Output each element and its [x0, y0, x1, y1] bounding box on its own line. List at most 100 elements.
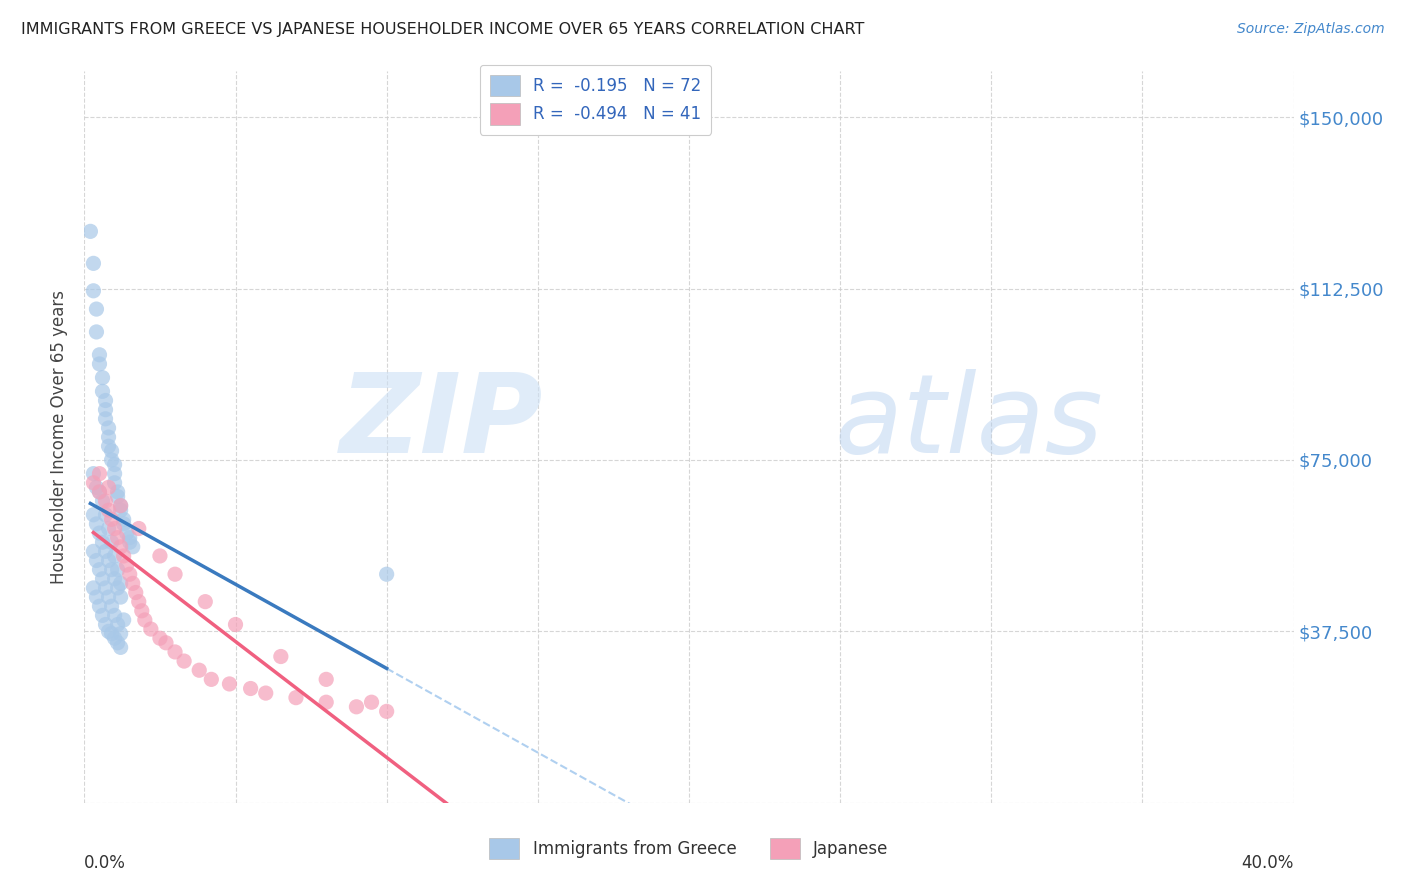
Point — [104, 521, 127, 535]
Point — [94, 508, 117, 522]
Y-axis label: Householder Income Over 65 years: Householder Income Over 65 years — [51, 290, 69, 584]
Point — [94, 617, 117, 632]
Point — [107, 581, 129, 595]
Text: IMMIGRANTS FROM GREECE VS JAPANESE HOUSEHOLDER INCOME OVER 65 YEARS CORRELATION : IMMIGRANTS FROM GREECE VS JAPANESE HOUSE… — [21, 22, 865, 37]
Point — [94, 402, 117, 417]
Point — [315, 673, 337, 687]
Point — [110, 590, 132, 604]
Point — [94, 581, 117, 595]
Point — [375, 705, 398, 719]
Point — [270, 649, 292, 664]
Point — [131, 604, 153, 618]
Point — [86, 553, 108, 567]
Point — [94, 544, 117, 558]
Point — [107, 636, 129, 650]
Point — [94, 411, 117, 425]
Point — [112, 516, 135, 531]
Point — [97, 590, 120, 604]
Point — [97, 553, 120, 567]
Point — [121, 576, 143, 591]
Point — [86, 590, 108, 604]
Point — [200, 673, 222, 687]
Point — [89, 484, 111, 499]
Point — [89, 599, 111, 614]
Point — [134, 613, 156, 627]
Point — [100, 599, 122, 614]
Point — [91, 384, 114, 399]
Point — [89, 526, 111, 541]
Point — [97, 521, 120, 535]
Point — [91, 370, 114, 384]
Point — [110, 576, 132, 591]
Point — [110, 540, 132, 554]
Point — [121, 540, 143, 554]
Text: 0.0%: 0.0% — [84, 854, 127, 872]
Point — [82, 544, 104, 558]
Point — [107, 531, 129, 545]
Point — [91, 535, 114, 549]
Point — [100, 512, 122, 526]
Point — [285, 690, 308, 705]
Point — [100, 453, 122, 467]
Point — [97, 480, 120, 494]
Point — [165, 645, 187, 659]
Point — [82, 256, 104, 270]
Point — [104, 632, 127, 646]
Point — [89, 357, 111, 371]
Legend: Immigrants from Greece, Japanese: Immigrants from Greece, Japanese — [481, 830, 897, 868]
Point — [315, 695, 337, 709]
Point — [107, 617, 129, 632]
Point — [86, 325, 108, 339]
Point — [86, 516, 108, 531]
Point — [115, 558, 138, 573]
Point — [91, 494, 114, 508]
Point — [86, 301, 108, 317]
Point — [107, 490, 129, 504]
Point — [346, 699, 368, 714]
Point — [79, 224, 101, 238]
Point — [110, 640, 132, 655]
Point — [149, 549, 172, 563]
Point — [118, 535, 141, 549]
Point — [112, 549, 135, 563]
Point — [239, 681, 262, 696]
Point — [375, 567, 398, 582]
Point — [194, 594, 217, 608]
Point — [100, 443, 122, 458]
Point — [94, 494, 117, 508]
Point — [97, 421, 120, 435]
Point — [104, 572, 127, 586]
Point — [225, 617, 247, 632]
Point — [82, 284, 104, 298]
Point — [89, 563, 111, 577]
Point — [165, 567, 187, 582]
Point — [139, 622, 162, 636]
Point — [115, 526, 138, 541]
Point — [89, 484, 111, 499]
Point — [97, 439, 120, 453]
Point — [94, 393, 117, 408]
Point — [112, 613, 135, 627]
Point — [125, 585, 148, 599]
Text: ZIP: ZIP — [340, 369, 544, 476]
Point — [91, 608, 114, 623]
Point — [86, 480, 108, 494]
Point — [97, 430, 120, 444]
Point — [173, 654, 195, 668]
Point — [149, 632, 172, 646]
Point — [104, 475, 127, 490]
Point — [110, 499, 132, 513]
Point — [104, 608, 127, 623]
Point — [218, 677, 240, 691]
Point — [110, 499, 132, 513]
Text: atlas: atlas — [834, 369, 1102, 476]
Point — [360, 695, 382, 709]
Point — [100, 535, 122, 549]
Point — [82, 467, 104, 481]
Point — [100, 626, 122, 640]
Point — [254, 686, 277, 700]
Point — [110, 503, 132, 517]
Point — [128, 594, 150, 608]
Point — [118, 567, 141, 582]
Point — [107, 563, 129, 577]
